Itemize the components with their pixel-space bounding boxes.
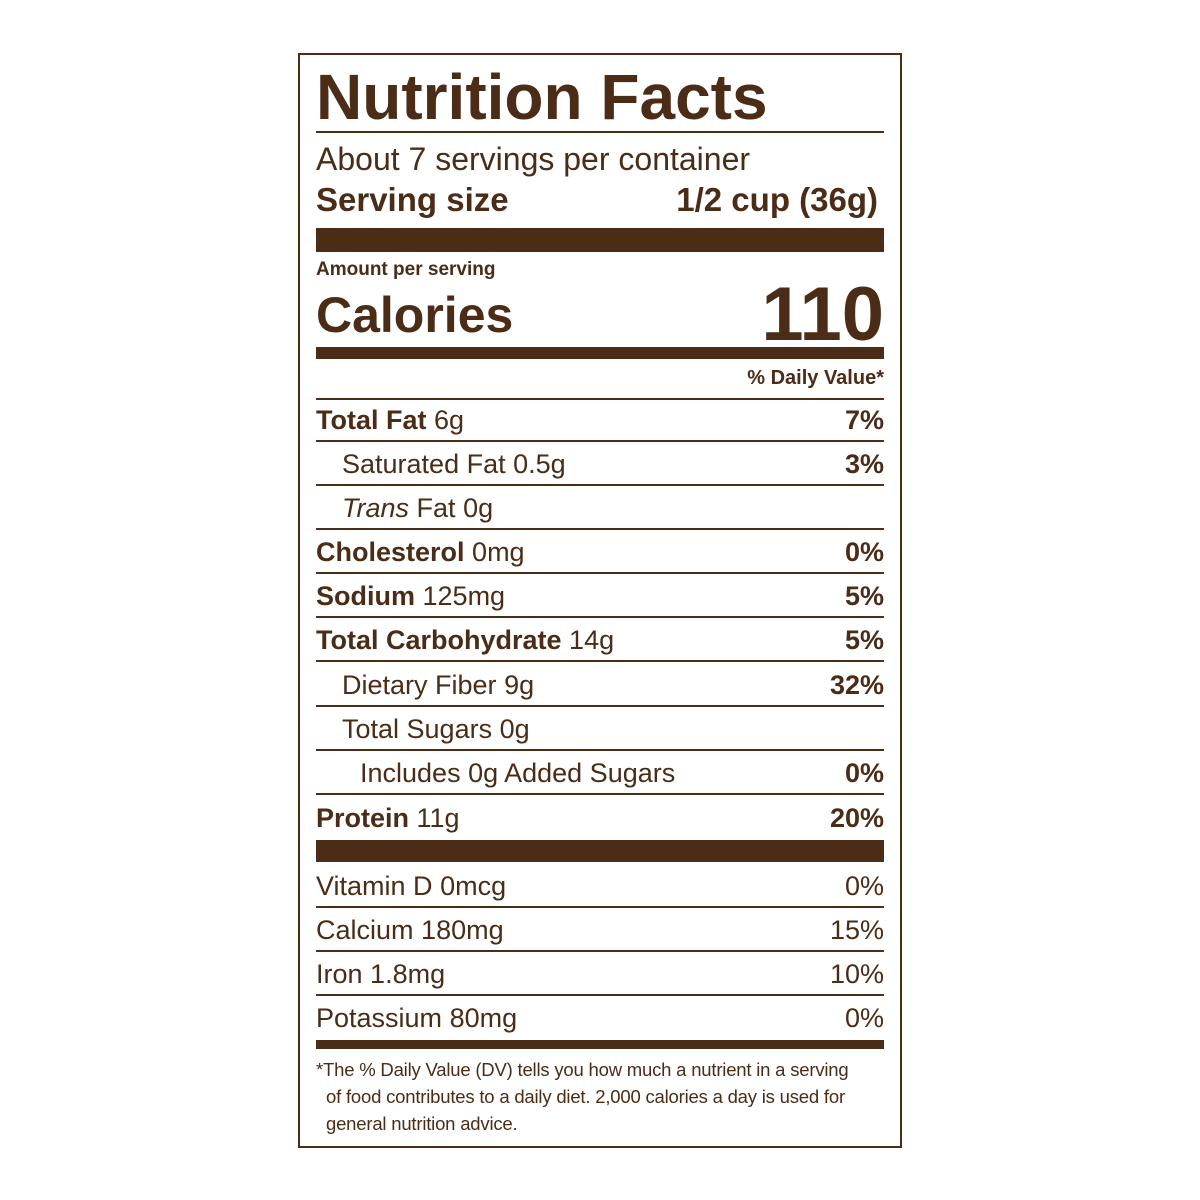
thick-rule bbox=[316, 840, 884, 862]
thick-rule bbox=[316, 228, 884, 252]
nutrient-row: Sodium 125mg 5% bbox=[316, 574, 884, 618]
serving-size-value: 1/2 cup (36g) bbox=[676, 181, 878, 218]
vitamin-name: Vitamin D bbox=[316, 871, 433, 901]
footnote-line: general nutrition advice. bbox=[326, 1113, 518, 1134]
vitamin-name: Potassium bbox=[316, 1003, 443, 1033]
nutrient-name: Includes 0g Added Sugars bbox=[360, 758, 676, 788]
amount-per-serving: Amount per serving bbox=[316, 259, 496, 280]
nutrient-name: Dietary Fiber bbox=[342, 670, 497, 700]
footnote: *The % Daily Value (DV) tells you how mu… bbox=[316, 1056, 884, 1137]
nutrient-dv: 5% bbox=[844, 625, 884, 655]
nutrient-name: Includes 0g Added Sugars bbox=[316, 758, 675, 788]
nutrient-dv: 5% bbox=[844, 581, 884, 611]
vitamin-name-amount: Vitamin D 0mcg bbox=[316, 871, 506, 901]
vitamin-amount: 180mg bbox=[421, 915, 504, 945]
servings: About 7 servings per container bbox=[316, 141, 751, 177]
nutrient-amount: 0g bbox=[499, 714, 530, 744]
nutrient-name: Cholesterol bbox=[316, 537, 465, 567]
nutrient-name: Total Carbohydrate bbox=[316, 625, 562, 655]
medium-rule bbox=[316, 347, 884, 359]
nutrient-name: Total Sugars 0g bbox=[316, 714, 530, 744]
nutrition-label bbox=[298, 53, 902, 1148]
nutrient-name: Cholesterol 0mg bbox=[316, 537, 525, 567]
calories-value: 110 bbox=[761, 272, 884, 357]
nutrient-name: Sodium 125mg bbox=[316, 581, 505, 611]
nutrient-row: Saturated Fat 0.5g 3% bbox=[316, 442, 884, 486]
vitamin-amount: 80mg bbox=[449, 1003, 518, 1033]
vitamin-dv: 10% bbox=[829, 959, 884, 989]
nutrient-amount: 14g bbox=[569, 625, 615, 655]
nutrient-name: Protein 11g bbox=[316, 803, 460, 833]
vitamin-name: Calcium bbox=[316, 915, 414, 945]
vitamin-dv: 0% bbox=[844, 1003, 884, 1033]
nutrient-name: Trans Fat 0g bbox=[316, 493, 493, 523]
nutrient-amount: 0mg bbox=[472, 537, 525, 567]
footnote-line: *The % Daily Value (DV) tells you how mu… bbox=[316, 1059, 849, 1080]
nutrient-amount: 0.5g bbox=[513, 449, 566, 479]
medium-rule bbox=[316, 1040, 884, 1049]
nutrient-row: Cholesterol 0mg 0% bbox=[316, 530, 884, 574]
vitamin-row: Iron 1.8mg 10% bbox=[316, 952, 884, 996]
nutrient-name: Saturated Fat bbox=[342, 449, 506, 479]
nutrient-row: Protein 11g 20% bbox=[316, 796, 884, 840]
vitamin-amount: 0mcg bbox=[440, 871, 507, 901]
nutrient-name: Protein bbox=[316, 803, 410, 833]
nutrient-dv: 3% bbox=[844, 449, 884, 479]
serving-size: Serving size 1/2 cup (36g) bbox=[316, 180, 884, 220]
daily-value-header: % Daily Value* bbox=[316, 356, 884, 400]
nutrient-amount: 11g bbox=[416, 803, 460, 833]
vitamin-name-amount: Calcium 180mg bbox=[316, 915, 504, 945]
nutrient-name: Dietary Fiber 9g bbox=[316, 670, 534, 700]
nutrient-name: Total Carbohydrate 14g bbox=[316, 625, 614, 655]
rule bbox=[316, 131, 884, 133]
vitamin-name: Iron bbox=[316, 959, 363, 989]
footnote-line: of food contributes to a daily diet. 2,0… bbox=[326, 1086, 845, 1107]
nutrient-row: Total Fat 6g 7% bbox=[316, 398, 884, 442]
nutrient-name: Saturated Fat 0.5g bbox=[316, 449, 566, 479]
nutrient-amount: 0g bbox=[463, 493, 494, 523]
vitamin-dv: 15% bbox=[829, 915, 884, 945]
nutrient-amount: 9g bbox=[504, 670, 535, 700]
nutrient-name: Fat bbox=[416, 493, 456, 523]
nutrient-name: Total Fat 6g bbox=[316, 405, 464, 435]
vitamin-name-amount: Iron 1.8mg bbox=[316, 959, 445, 989]
nutrient-name: Sodium bbox=[316, 581, 415, 611]
dv-header: % Daily Value* bbox=[747, 367, 884, 389]
nutrient-row: Total Sugars 0g bbox=[316, 707, 884, 751]
nutrient-name: Total Fat bbox=[316, 405, 427, 435]
nutrient-row: Includes 0g Added Sugars 0% bbox=[316, 751, 884, 795]
title: Nutrition Facts bbox=[316, 61, 768, 133]
nutrient-dv: 7% bbox=[844, 405, 884, 435]
vitamin-dv: 0% bbox=[844, 871, 884, 901]
nutrient-dv: 0% bbox=[844, 537, 884, 567]
calories-label: Calories bbox=[316, 287, 514, 343]
vitamin-row: Calcium 180mg 15% bbox=[316, 908, 884, 952]
nutrient-row: Dietary Fiber 9g 32% bbox=[316, 663, 884, 707]
nutrient-name-italic: Trans bbox=[342, 493, 410, 523]
vitamin-name-amount: Potassium 80mg bbox=[316, 1003, 517, 1033]
nutrient-row: Trans Fat 0g bbox=[316, 486, 884, 530]
nutrient-dv: 20% bbox=[829, 803, 884, 833]
vitamin-row: Potassium 80mg 0% bbox=[316, 996, 884, 1040]
nutrient-name: Total Sugars bbox=[342, 714, 493, 744]
calories: Calories 110 bbox=[316, 272, 884, 357]
vitamin-row: Vitamin D 0mcg 0% bbox=[316, 864, 884, 908]
serving-size-label: Serving size bbox=[316, 181, 509, 218]
nutrient-dv: 0% bbox=[844, 758, 884, 788]
nutrient-row: Total Carbohydrate 14g 5% bbox=[316, 618, 884, 662]
vitamin-amount: 1.8mg bbox=[370, 959, 446, 989]
nutrient-amount: 6g bbox=[434, 405, 465, 435]
nutrient-amount: 125mg bbox=[422, 581, 506, 611]
nutrient-dv: 32% bbox=[829, 670, 884, 700]
